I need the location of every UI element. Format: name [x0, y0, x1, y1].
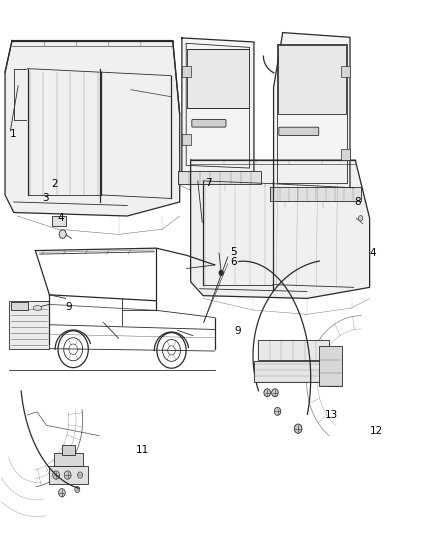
Circle shape [59, 230, 66, 238]
Text: 2: 2 [51, 179, 57, 189]
Text: 4: 4 [370, 248, 376, 258]
Bar [10, 301, 49, 349]
Polygon shape [274, 33, 350, 189]
Text: 3: 3 [42, 193, 49, 204]
Bar [182, 67, 191, 77]
Text: 4: 4 [57, 213, 64, 223]
Bar [178, 171, 261, 184]
Text: 6: 6 [230, 257, 237, 267]
Text: 5: 5 [230, 247, 237, 256]
Bar [341, 66, 350, 77]
Circle shape [59, 489, 65, 497]
Polygon shape [191, 160, 370, 298]
Circle shape [75, 487, 80, 492]
Polygon shape [5, 41, 180, 216]
Text: 7: 7 [205, 177, 212, 188]
Text: 9: 9 [234, 326, 241, 336]
Bar [319, 346, 342, 386]
Text: 11: 11 [136, 445, 149, 455]
FancyBboxPatch shape [192, 119, 226, 127]
Bar [332, 357, 337, 386]
Circle shape [272, 389, 278, 397]
Circle shape [53, 471, 60, 479]
Bar [270, 187, 361, 201]
Ellipse shape [33, 305, 42, 310]
Text: 8: 8 [354, 197, 361, 207]
Circle shape [358, 215, 363, 221]
Circle shape [78, 472, 83, 478]
Bar [49, 466, 88, 484]
Bar [278, 45, 346, 114]
Circle shape [294, 424, 302, 433]
Text: 9: 9 [65, 302, 72, 312]
Circle shape [64, 471, 71, 479]
Bar [187, 49, 249, 108]
Text: 12: 12 [370, 426, 383, 437]
Bar [254, 361, 332, 382]
Polygon shape [182, 38, 254, 173]
Bar [54, 453, 83, 466]
Bar [182, 134, 191, 145]
Bar [258, 340, 329, 360]
Bar [341, 149, 350, 160]
Bar [11, 302, 28, 310]
Circle shape [219, 270, 223, 276]
Text: 1: 1 [11, 128, 17, 139]
Circle shape [264, 389, 271, 397]
Text: 13: 13 [325, 410, 338, 421]
Bar [52, 216, 66, 225]
Bar [62, 445, 75, 455]
Circle shape [274, 407, 281, 415]
FancyBboxPatch shape [279, 127, 319, 135]
